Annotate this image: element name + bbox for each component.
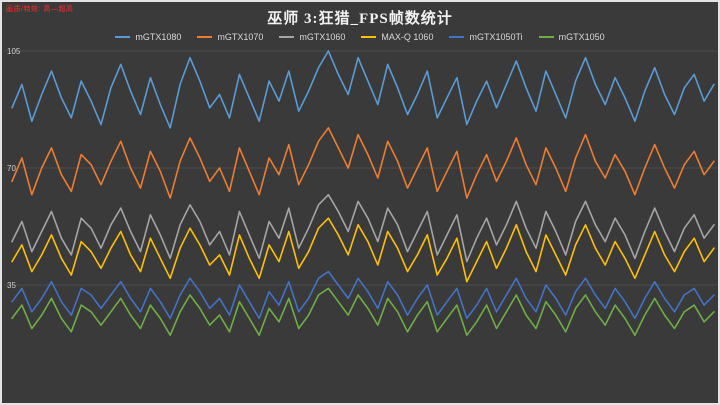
series-line-mGTX1050Ti [11,270,715,320]
corner-note: 画质/特效: 高—超高 [6,6,74,13]
legend-label: mGTX1050 [558,32,605,42]
series-line-mGTX1080 [11,50,715,129]
legend-item-MAX-Q 1060: MAX-Q 1060 [361,32,433,42]
chart-legend: mGTX1080 mGTX1070 mGTX1060 MAX-Q 1060 mGTX10… [2,32,718,42]
legend-line-marker-icon [197,36,213,38]
legend-item-mGTX1050: mGTX1050 [538,32,605,42]
legend-item-mGTX1080: mGTX1080 [115,32,181,42]
legend-line-marker-icon [279,36,295,38]
series-line-mGTX1050 [11,287,715,337]
legend-item-mGTX1070: mGTX1070 [197,32,263,42]
legend-line-marker-icon [449,36,465,38]
y-axis-label: 70 [7,164,16,173]
legend-label: mGTX1070 [217,32,264,42]
series-line-mGTX1070 [11,127,715,199]
legend-label: mGTX1080 [135,32,182,42]
legend-label: MAX-Q 1060 [381,32,434,42]
y-axis-label: 35 [7,281,16,290]
chart-plot-area: 35 70 105 [4,47,718,337]
series-line-MAX-Q 1060 [11,217,715,283]
y-axis-label: 105 [7,47,21,56]
legend-line-marker-icon [115,36,131,38]
legend-item-mGTX1060: mGTX1060 [279,32,345,42]
legend-item-mGTX1050Ti: mGTX1050Ti [449,32,523,42]
legend-label: mGTX1060 [299,32,346,42]
legend-line-marker-icon [538,36,554,38]
legend-line-marker-icon [361,36,377,38]
chart-title: 巫师 3:狂猎_FPS帧数统计 [267,11,453,27]
legend-label: mGTX1050Ti [469,32,523,42]
series-line-mGTX1060 [11,193,715,263]
